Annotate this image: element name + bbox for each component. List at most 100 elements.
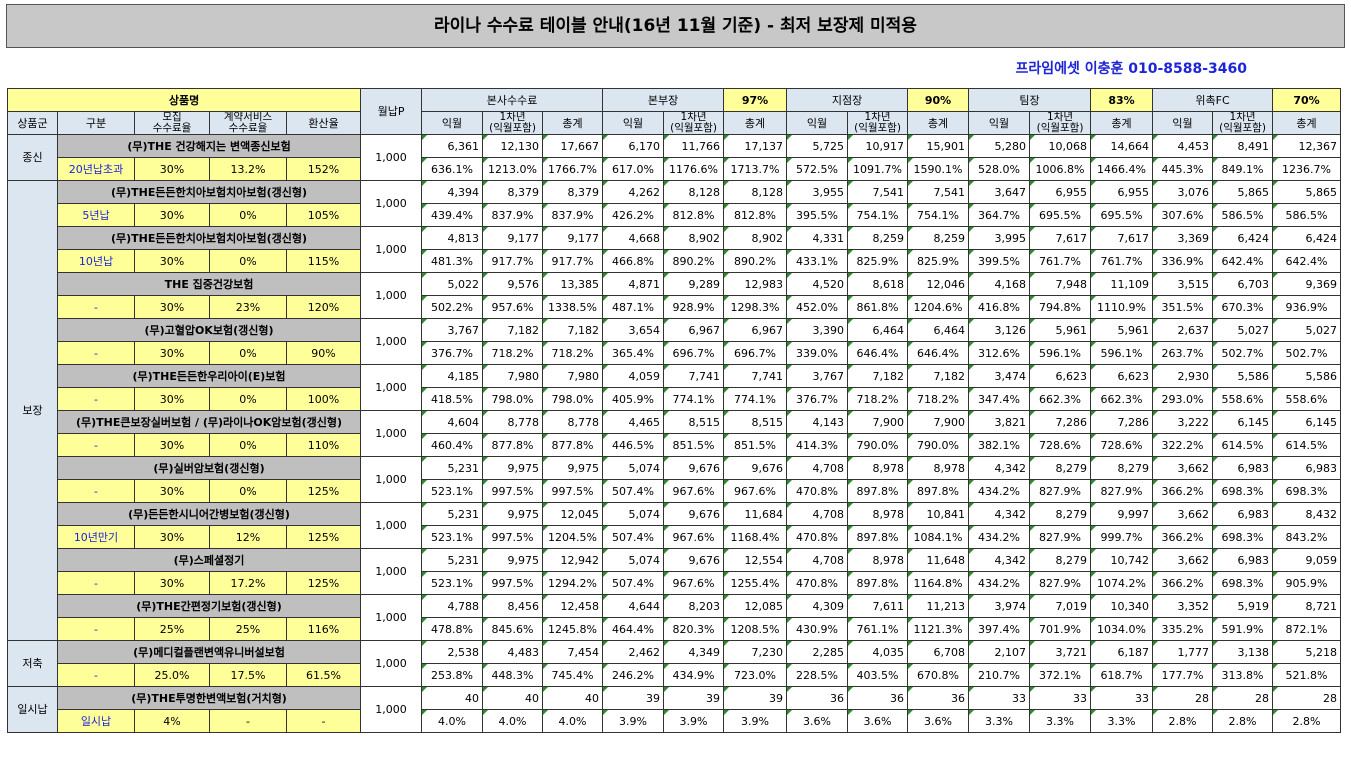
- amount-cell: 1,777: [1152, 640, 1214, 664]
- monthly-premium: 1,000: [360, 318, 423, 365]
- amount-cell: 9,177: [482, 226, 544, 250]
- amount-cell: 3,767: [786, 364, 849, 388]
- division-cell: 20년납초과: [57, 157, 135, 181]
- amount-cell: 7,611: [847, 594, 909, 618]
- amount-cell: 8,379: [542, 180, 604, 204]
- rate-cell: 1294.2%: [542, 571, 604, 595]
- amount-cell: 12,046: [907, 272, 970, 296]
- rate-cell: 1213.0%: [482, 157, 544, 181]
- product-name: (무)THE 건강해지는 변액종신보험: [56, 134, 362, 158]
- rate-cell: 967.6%: [723, 479, 788, 503]
- rate-cell: 890.2%: [663, 249, 725, 273]
- rate-cell: 843.2%: [1272, 525, 1342, 549]
- recruit-rate-cell: 30%: [134, 341, 210, 365]
- recruit-rate-cell: 25%: [134, 617, 210, 641]
- contract-rate-cell: 0%: [209, 341, 287, 365]
- rate-cell: 347.4%: [968, 387, 1031, 411]
- amount-cell: 3,647: [968, 180, 1031, 204]
- rate-cell: 1466.4%: [1090, 157, 1154, 181]
- rate-cell: 364.7%: [968, 203, 1031, 227]
- contract-rate-cell: 0%: [209, 479, 287, 503]
- rate-cell: 366.2%: [1152, 479, 1214, 503]
- rate-cell: 1034.0%: [1090, 617, 1154, 641]
- rate-cell: 761.1%: [847, 617, 909, 641]
- amount-cell: 9,676: [663, 502, 725, 526]
- rate-cell: 1204.6%: [907, 295, 970, 319]
- rate-cell: 470.8%: [786, 479, 849, 503]
- rate-cell: 521.8%: [1272, 663, 1342, 687]
- rate-cell: 478.8%: [421, 617, 484, 641]
- amount-cell: 3,955: [786, 180, 849, 204]
- header-next-month: 익월: [602, 111, 665, 135]
- recruit-rate-cell: 30%: [134, 571, 210, 595]
- amount-cell: 8,279: [1029, 502, 1092, 526]
- amount-cell: 7,182: [482, 318, 544, 342]
- rate-cell: 228.5%: [786, 663, 849, 687]
- amount-cell: 6,187: [1090, 640, 1154, 664]
- rate-cell: 1590.1%: [907, 157, 970, 181]
- amount-cell: 6,464: [847, 318, 909, 342]
- rate-cell: 339.0%: [786, 341, 849, 365]
- amount-cell: 4,349: [663, 640, 725, 664]
- rate-cell: 662.3%: [1029, 387, 1092, 411]
- amount-cell: 40: [542, 686, 604, 710]
- amount-cell: 6,983: [1212, 456, 1274, 480]
- header-section: 본사수수료: [421, 88, 604, 112]
- amount-cell: 2,462: [602, 640, 665, 664]
- amount-cell: 9,676: [723, 456, 788, 480]
- amount-cell: 6,623: [1029, 364, 1092, 388]
- monthly-premium: 1,000: [360, 364, 423, 411]
- amount-cell: 28: [1212, 686, 1274, 710]
- table-row: 저축 (무)메디컬플랜변액유니버설보험 1,000 2,538 4,483 7,454 2,…: [7, 640, 1342, 687]
- amount-cell: 9,059: [1272, 548, 1342, 572]
- header-total: 총계: [542, 111, 604, 135]
- rate-cell: 433.1%: [786, 249, 849, 273]
- rate-cell: 246.2%: [602, 663, 665, 687]
- amount-cell: 40: [421, 686, 484, 710]
- rate-cell: 460.4%: [421, 433, 484, 457]
- product-name: (무)THE큰보장실버보험 / (무)라이나OK암보험(갱신형): [56, 410, 362, 434]
- amount-cell: 7,617: [1090, 226, 1154, 250]
- rate-cell: 790.0%: [907, 433, 970, 457]
- rate-cell: 322.2%: [1152, 433, 1214, 457]
- rate-cell: 312.6%: [968, 341, 1031, 365]
- rate-cell: 399.5%: [968, 249, 1031, 273]
- monthly-premium: 1,000: [360, 594, 423, 641]
- amount-cell: 8,902: [723, 226, 788, 250]
- amount-cell: 6,983: [1212, 548, 1274, 572]
- rate-cell: 481.3%: [421, 249, 484, 273]
- contract-rate-cell: 23%: [209, 295, 287, 319]
- rate-cell: 718.2%: [907, 387, 970, 411]
- amount-cell: 4,483: [482, 640, 544, 664]
- rate-cell: 596.1%: [1029, 341, 1092, 365]
- rate-cell: 997.5%: [482, 479, 544, 503]
- rate-cell: 798.0%: [542, 387, 604, 411]
- amount-cell: 39: [602, 686, 665, 710]
- product-group: 일시납: [7, 686, 58, 733]
- rate-cell: 426.2%: [602, 203, 665, 227]
- rate-cell: 376.7%: [786, 387, 849, 411]
- rate-cell: 1236.7%: [1272, 157, 1342, 181]
- amount-cell: 15,901: [907, 134, 970, 158]
- rate-cell: 1074.2%: [1090, 571, 1154, 595]
- rate-cell: 696.7%: [723, 341, 788, 365]
- table-row: 일시납 4% - -4.0% 4.0% 4.0% 3.9% 3.9% 3.9% 3.6% 3.6% 3…: [8, 709, 1342, 733]
- rate-cell: 507.4%: [602, 525, 665, 549]
- rate-cell: 877.8%: [482, 433, 544, 457]
- division-cell: -: [57, 663, 135, 687]
- amount-cell: 9,975: [482, 502, 544, 526]
- amount-cell: 9,177: [542, 226, 604, 250]
- rate-cell: 997.5%: [482, 525, 544, 549]
- division-cell: -: [57, 617, 135, 641]
- rate-cell: 812.8%: [723, 203, 788, 227]
- amount-cell: 8,456: [482, 594, 544, 618]
- amount-cell: 4,708: [786, 456, 849, 480]
- rate-cell: 997.5%: [482, 571, 544, 595]
- contract-rate-cell: 13.2%: [209, 157, 287, 181]
- amount-cell: 11,213: [907, 594, 970, 618]
- rate-cell: 820.3%: [663, 617, 725, 641]
- rate-cell: 701.9%: [1029, 617, 1092, 641]
- amount-cell: 6,967: [663, 318, 725, 342]
- rate-cell: 395.5%: [786, 203, 849, 227]
- rate-cell: 698.3%: [1272, 479, 1342, 503]
